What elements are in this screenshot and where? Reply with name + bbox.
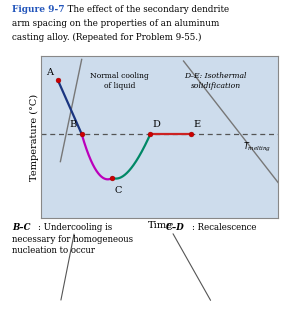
Text: necessary for homogeneous: necessary for homogeneous — [12, 235, 133, 244]
Text: A: A — [46, 68, 53, 77]
Text: : Undercooling is: : Undercooling is — [38, 223, 113, 232]
Text: Figure 9-7: Figure 9-7 — [12, 5, 64, 14]
Text: C–D: C–D — [166, 223, 184, 232]
Text: E: E — [193, 120, 200, 129]
Text: The effect of the secondary dendrite: The effect of the secondary dendrite — [62, 5, 229, 14]
X-axis label: Time: Time — [147, 221, 172, 230]
Text: Normal cooling
of liquid: Normal cooling of liquid — [90, 72, 149, 90]
Text: casting alloy. (Repeated for Problem 9-55.): casting alloy. (Repeated for Problem 9-5… — [12, 33, 201, 42]
Text: arm spacing on the properties of an aluminum: arm spacing on the properties of an alum… — [12, 19, 219, 28]
Text: B: B — [70, 120, 77, 129]
Text: : Recalescence: : Recalescence — [192, 223, 257, 232]
Text: D–E: Isothermal
solidification: D–E: Isothermal solidification — [184, 72, 247, 90]
Text: D: D — [153, 120, 161, 129]
Y-axis label: Temperature (°C): Temperature (°C) — [30, 94, 39, 181]
Text: B–C: B–C — [12, 223, 30, 232]
Text: $T_{\mathregular{melting}}$: $T_{\mathregular{melting}}$ — [243, 140, 271, 154]
Text: nucleation to occur: nucleation to occur — [12, 246, 95, 255]
Text: C: C — [115, 186, 122, 195]
